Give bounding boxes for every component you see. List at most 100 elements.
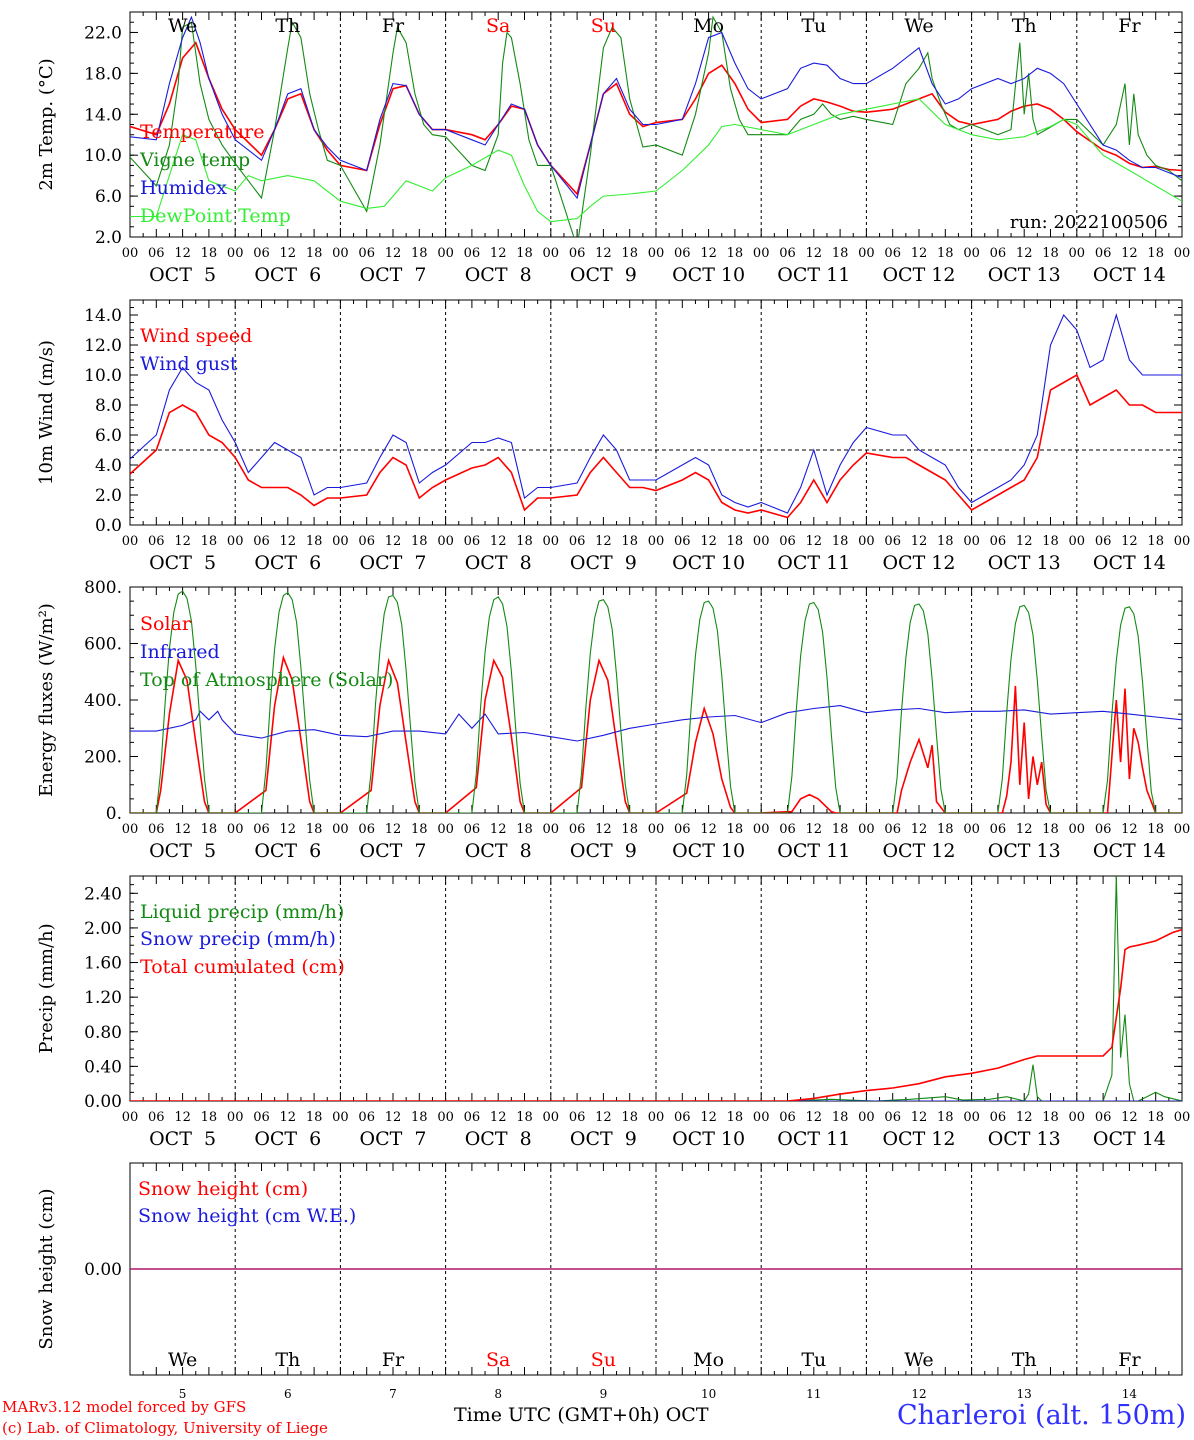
weekday-label: Fr: [382, 1349, 405, 1371]
hour-tick-label: 12: [806, 822, 823, 837]
weekday-label: Fr: [1118, 15, 1141, 37]
hour-tick-label: 12: [1016, 1110, 1033, 1125]
hour-tick-label: 12: [1016, 534, 1033, 549]
hour-tick-label: 12: [1016, 822, 1033, 837]
hour-tick-label: 00: [332, 1110, 349, 1125]
hour-tick-label: 00: [858, 822, 875, 837]
hour-tick-label: 18: [306, 534, 323, 549]
series-line-dewpoint-temp: [130, 98, 1182, 223]
series-line-vigne-temp: [130, 15, 1182, 237]
y-tick-label: 1.20: [84, 988, 122, 1008]
hour-tick-label: 12: [280, 246, 297, 261]
date-label: OCT 5: [149, 552, 216, 574]
hour-tick-label: 18: [621, 822, 638, 837]
hour-tick-label: 12: [911, 246, 928, 261]
legend-entry: DewPoint Temp: [140, 205, 291, 227]
hour-tick-label: 12: [385, 1110, 402, 1125]
hour-tick-label: 18: [937, 534, 954, 549]
series-line-temperature: [130, 41, 1182, 196]
hour-tick-label: 06: [148, 1110, 165, 1125]
legend-entry: Snow precip (mm/h): [140, 928, 336, 950]
y-tick-label: 0.40: [84, 1057, 122, 1077]
hour-tick-label: 18: [832, 534, 849, 549]
hour-tick-label: 12: [174, 534, 191, 549]
hour-tick-label: 06: [464, 246, 481, 261]
day-number-label: 10: [701, 1387, 716, 1401]
hour-tick-label: 12: [490, 246, 507, 261]
hour-tick-label: 12: [1121, 534, 1138, 549]
hour-tick-label: 12: [595, 534, 612, 549]
date-label: OCT 5: [149, 840, 216, 862]
hour-tick-label: 06: [569, 534, 586, 549]
hour-tick-label: 18: [1042, 534, 1059, 549]
date-label: OCT 5: [149, 264, 216, 286]
hour-tick-label: 18: [621, 534, 638, 549]
weekday-label: Th: [1012, 1349, 1037, 1371]
series-line-total-cumulated-cm: [130, 928, 1182, 1101]
weekday-label: Th: [275, 15, 300, 37]
hour-tick-label: 00: [963, 246, 980, 261]
date-label: OCT 6: [254, 840, 321, 862]
legend-entry: Humidex: [140, 177, 227, 199]
weekday-label: Sa: [486, 1349, 510, 1371]
hour-tick-label: 06: [990, 534, 1007, 549]
hour-tick-label: 18: [516, 246, 533, 261]
y-tick-label: 18.0: [84, 64, 122, 84]
hour-tick-label: 06: [779, 822, 796, 837]
weekday-label: Fr: [382, 15, 405, 37]
hour-tick-label: 06: [674, 1110, 691, 1125]
hour-tick-label: 18: [937, 246, 954, 261]
hour-tick-label: 12: [490, 822, 507, 837]
hour-tick-label: 06: [358, 246, 375, 261]
hour-tick-label: 06: [148, 822, 165, 837]
hour-tick-label: 00: [543, 534, 560, 549]
date-label: OCT 14: [1093, 840, 1166, 862]
hour-tick-label: 00: [1069, 1110, 1086, 1125]
hour-tick-label: 06: [884, 534, 901, 549]
hour-tick-label: 00: [332, 534, 349, 549]
hour-tick-label: 18: [832, 1110, 849, 1125]
y-tick-label: 800.: [84, 578, 122, 598]
legend-entry: Wind gust: [140, 353, 238, 375]
date-label: OCT 11: [777, 552, 850, 574]
legend-entry: Top of Atmosphere (Solar): [140, 669, 393, 691]
y-tick-label: 22.0: [84, 23, 122, 43]
hour-tick-label: 18: [937, 822, 954, 837]
hour-tick-label: 00: [648, 822, 665, 837]
hour-tick-label: 00: [437, 1110, 454, 1125]
y-tick-label: 10.0: [84, 366, 122, 386]
weekday-label: We: [168, 15, 197, 37]
hour-tick-label: 00: [122, 822, 139, 837]
lab-credit: (c) Lab. of Climatology, University of L…: [2, 1419, 328, 1437]
hour-tick-label: 00: [227, 534, 244, 549]
y-tick-label: 0.00: [84, 1092, 122, 1112]
hour-tick-label: 00: [543, 822, 560, 837]
hour-tick-label: 06: [358, 534, 375, 549]
run-annotation: run: 2022100506: [1010, 212, 1168, 233]
hour-tick-label: 18: [201, 534, 218, 549]
series-line-humidex: [130, 15, 1182, 200]
hour-tick-label: 00: [858, 246, 875, 261]
series-line-solar: [130, 654, 1182, 813]
hour-tick-label: 00: [1069, 534, 1086, 549]
legend-entry: Solar: [140, 613, 192, 635]
hour-tick-label: 06: [253, 822, 270, 837]
hour-tick-label: 18: [727, 246, 744, 261]
date-label: OCT 9: [570, 264, 637, 286]
series-line-wind-speed: [130, 373, 1182, 519]
hour-tick-label: 12: [911, 822, 928, 837]
hour-tick-label: 00: [543, 1110, 560, 1125]
hour-tick-label: 12: [806, 534, 823, 549]
y-tick-label: 2.00: [84, 919, 122, 939]
hour-tick-label: 18: [411, 246, 428, 261]
hour-tick-label: 12: [280, 534, 297, 549]
date-label: OCT 7: [360, 840, 427, 862]
weekday-label: Su: [591, 1349, 616, 1371]
date-label: OCT 6: [254, 1128, 321, 1150]
day-number-label: 11: [806, 1387, 821, 1401]
hour-tick-label: 12: [700, 534, 717, 549]
y-tick-label: 0.0: [95, 516, 122, 536]
date-label: OCT 13: [988, 1128, 1061, 1150]
y-tick-label: 10.0: [84, 146, 122, 166]
date-label: OCT 11: [777, 840, 850, 862]
